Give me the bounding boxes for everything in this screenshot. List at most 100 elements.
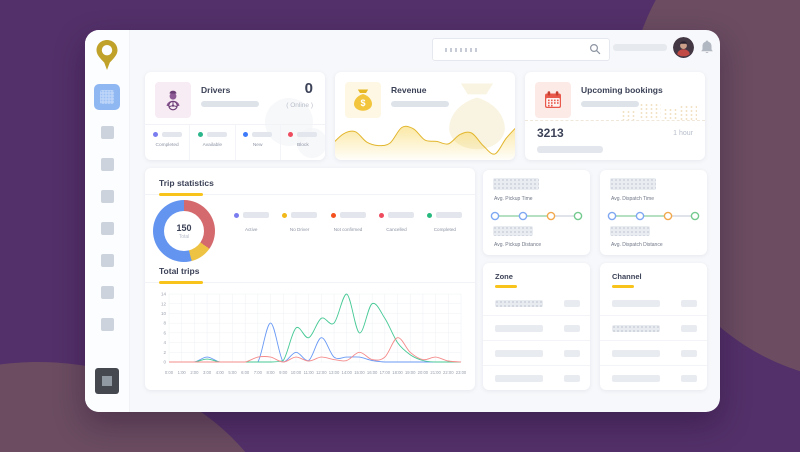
channel-list bbox=[600, 291, 707, 390]
placeholder-bar bbox=[564, 325, 580, 332]
donut-total-label: Total bbox=[178, 233, 190, 240]
channel-title: Channel bbox=[612, 272, 642, 281]
sidebar-item-settings[interactable] bbox=[95, 368, 119, 394]
sidebar-item-menu-6[interactable] bbox=[100, 254, 114, 267]
legend-dot bbox=[427, 212, 433, 218]
trip-legend-item: Active bbox=[227, 212, 275, 232]
svg-text:12: 12 bbox=[161, 301, 167, 306]
main-content: Drivers 0 ( Online ) Completed Available N… bbox=[129, 30, 720, 412]
revenue-sparkline-chart bbox=[335, 125, 515, 160]
placeholder-bar bbox=[537, 146, 603, 153]
title-underline bbox=[612, 285, 634, 288]
placeholder-bar bbox=[242, 212, 269, 218]
svg-text:16:00: 16:00 bbox=[367, 370, 378, 375]
svg-text:$: $ bbox=[360, 98, 365, 108]
sidebar-item-menu-2[interactable] bbox=[100, 126, 114, 139]
legend-dot bbox=[197, 132, 203, 137]
trip-legend-item: Cancelled bbox=[372, 212, 420, 232]
placeholder-bar bbox=[387, 212, 414, 218]
sidebar-item-menu-4[interactable] bbox=[100, 190, 114, 203]
svg-text:2: 2 bbox=[163, 350, 166, 355]
sidebar-item-menu-3[interactable] bbox=[100, 158, 114, 171]
pickup-timeline bbox=[490, 211, 583, 221]
svg-text:3:00: 3:00 bbox=[203, 370, 212, 375]
svg-text:9:00: 9:00 bbox=[279, 370, 288, 375]
placeholder-bar bbox=[495, 350, 543, 357]
svg-text:6:00: 6:00 bbox=[241, 370, 250, 375]
legend-dot bbox=[243, 132, 249, 137]
bookings-eta: 1 hour bbox=[673, 130, 693, 137]
placeholder-bar bbox=[339, 212, 366, 218]
list-item bbox=[483, 366, 590, 390]
zone-card: Zone bbox=[483, 263, 590, 390]
bookings-card-title: Upcoming bookings bbox=[581, 85, 663, 95]
placeholder-bar bbox=[493, 178, 539, 190]
svg-text:22:00: 22:00 bbox=[443, 370, 454, 375]
legend-dot bbox=[152, 132, 158, 137]
placeholder-bar bbox=[564, 350, 580, 357]
sidebar-item-menu-5[interactable] bbox=[100, 222, 114, 235]
driver-status-legend-item: Completed bbox=[145, 125, 189, 160]
svg-text:12:00: 12:00 bbox=[316, 370, 327, 375]
channel-card: Channel bbox=[600, 263, 707, 390]
placeholder-bar bbox=[564, 375, 580, 382]
legend-label: Active bbox=[244, 227, 258, 232]
svg-text:23:00: 23:00 bbox=[456, 370, 467, 375]
svg-text:8:00: 8:00 bbox=[266, 370, 275, 375]
svg-text:14:00: 14:00 bbox=[341, 370, 352, 375]
search-input[interactable] bbox=[432, 38, 610, 61]
list-item bbox=[600, 366, 707, 390]
dashboard-window: Drivers 0 ( Online ) Completed Available N… bbox=[85, 30, 720, 412]
drivers-card: Drivers 0 ( Online ) Completed Available N… bbox=[145, 72, 325, 160]
svg-text:0:00: 0:00 bbox=[165, 370, 174, 375]
search-icon[interactable] bbox=[589, 43, 601, 55]
legend-label: New bbox=[252, 143, 263, 148]
svg-text:1:00: 1:00 bbox=[178, 370, 187, 375]
svg-text:5:00: 5:00 bbox=[228, 370, 237, 375]
driver-icon bbox=[155, 82, 191, 118]
placeholder-bar bbox=[436, 212, 463, 218]
driver-status-legend-item: New bbox=[234, 125, 280, 160]
notifications-bell-icon[interactable] bbox=[700, 39, 714, 55]
placeholder-bar bbox=[610, 178, 656, 190]
dispatch-timeline bbox=[607, 211, 700, 221]
drivers-card-title: Drivers bbox=[201, 85, 231, 95]
svg-text:14: 14 bbox=[161, 292, 167, 297]
total-trips-title: Total trips bbox=[159, 266, 200, 276]
svg-text:0: 0 bbox=[163, 360, 166, 365]
placeholder-bar bbox=[493, 226, 533, 236]
sidebar-item-menu-7[interactable] bbox=[100, 286, 114, 299]
placeholder-bar bbox=[610, 226, 650, 236]
skyline-watermark bbox=[621, 103, 697, 120]
svg-text:13:00: 13:00 bbox=[329, 370, 340, 375]
placeholder-bar bbox=[681, 300, 697, 307]
legend-label: Completed bbox=[433, 227, 456, 232]
sidebar-item-dashboard[interactable] bbox=[94, 84, 120, 110]
driver-status-legend-item: Block bbox=[279, 125, 325, 160]
svg-text:18:00: 18:00 bbox=[392, 370, 403, 375]
svg-text:4: 4 bbox=[163, 340, 166, 345]
svg-text:7:00: 7:00 bbox=[254, 370, 263, 375]
placeholder-bar bbox=[681, 325, 697, 332]
trip-statistics-card: Trip statistics 150 Total Active No Drive… bbox=[145, 168, 475, 390]
legend-dot bbox=[282, 212, 288, 218]
driver-status-legend-item: Available bbox=[189, 125, 234, 160]
svg-text:15:00: 15:00 bbox=[354, 370, 365, 375]
sidebar-item-menu-8[interactable] bbox=[100, 318, 114, 331]
list-item bbox=[483, 316, 590, 341]
sidebar-menu bbox=[85, 84, 129, 350]
list-item bbox=[600, 291, 707, 316]
donut-center: 150 Total bbox=[164, 211, 204, 251]
svg-text:19:00: 19:00 bbox=[405, 370, 416, 375]
placeholder-bar bbox=[564, 300, 580, 307]
zone-list bbox=[483, 291, 590, 390]
placeholder-bar bbox=[612, 375, 660, 382]
zone-title: Zone bbox=[495, 272, 513, 281]
placeholder-bar bbox=[612, 300, 660, 307]
trip-legend-item: Not confirmed bbox=[324, 212, 372, 232]
avatar[interactable] bbox=[673, 37, 694, 58]
trip-statistics-title: Trip statistics bbox=[159, 178, 214, 188]
svg-text:6: 6 bbox=[163, 330, 166, 335]
divider bbox=[525, 120, 705, 121]
svg-text:10: 10 bbox=[161, 311, 167, 316]
